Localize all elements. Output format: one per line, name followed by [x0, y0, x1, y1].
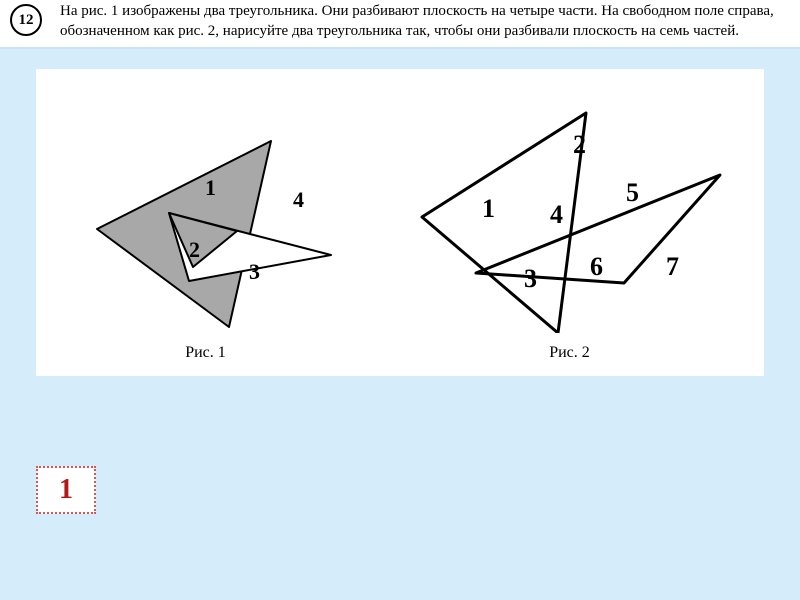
problem-header: 12 На рис. 1 изображены два треугольника…	[0, 0, 800, 49]
figure-1-svg: 1 2 3 4	[71, 83, 341, 333]
figure-1-caption: Рис. 1	[71, 344, 341, 362]
answer-number: 1	[59, 474, 73, 506]
figure-1-block: 1 2 3 4 Рис. 1	[71, 83, 341, 362]
svg-text:2: 2	[189, 237, 200, 262]
svg-text:6: 6	[590, 252, 603, 281]
figures-panel: 1 2 3 4 Рис. 1 1 2 3 4 5 6 7 Рис. 2	[36, 69, 764, 376]
svg-text:2: 2	[573, 130, 586, 159]
answer-box: 1	[36, 466, 96, 514]
question-number: 12	[19, 12, 34, 29]
svg-text:1: 1	[205, 175, 216, 200]
problem-text: На рис. 1 изображены два треугольника. О…	[60, 2, 790, 41]
figure-2-svg: 1 2 3 4 5 6 7	[410, 83, 730, 333]
svg-text:3: 3	[524, 264, 537, 293]
svg-text:5: 5	[626, 178, 639, 207]
svg-text:4: 4	[293, 187, 304, 212]
figures-row: 1 2 3 4 Рис. 1 1 2 3 4 5 6 7 Рис. 2	[46, 83, 754, 362]
svg-text:4: 4	[550, 200, 563, 229]
figure-2-block: 1 2 3 4 5 6 7 Рис. 2	[410, 83, 730, 362]
question-number-circle: 12	[10, 4, 42, 36]
svg-text:3: 3	[249, 259, 260, 284]
figure-2-caption: Рис. 2	[410, 344, 730, 362]
svg-text:1: 1	[482, 194, 495, 223]
svg-text:7: 7	[666, 252, 679, 281]
